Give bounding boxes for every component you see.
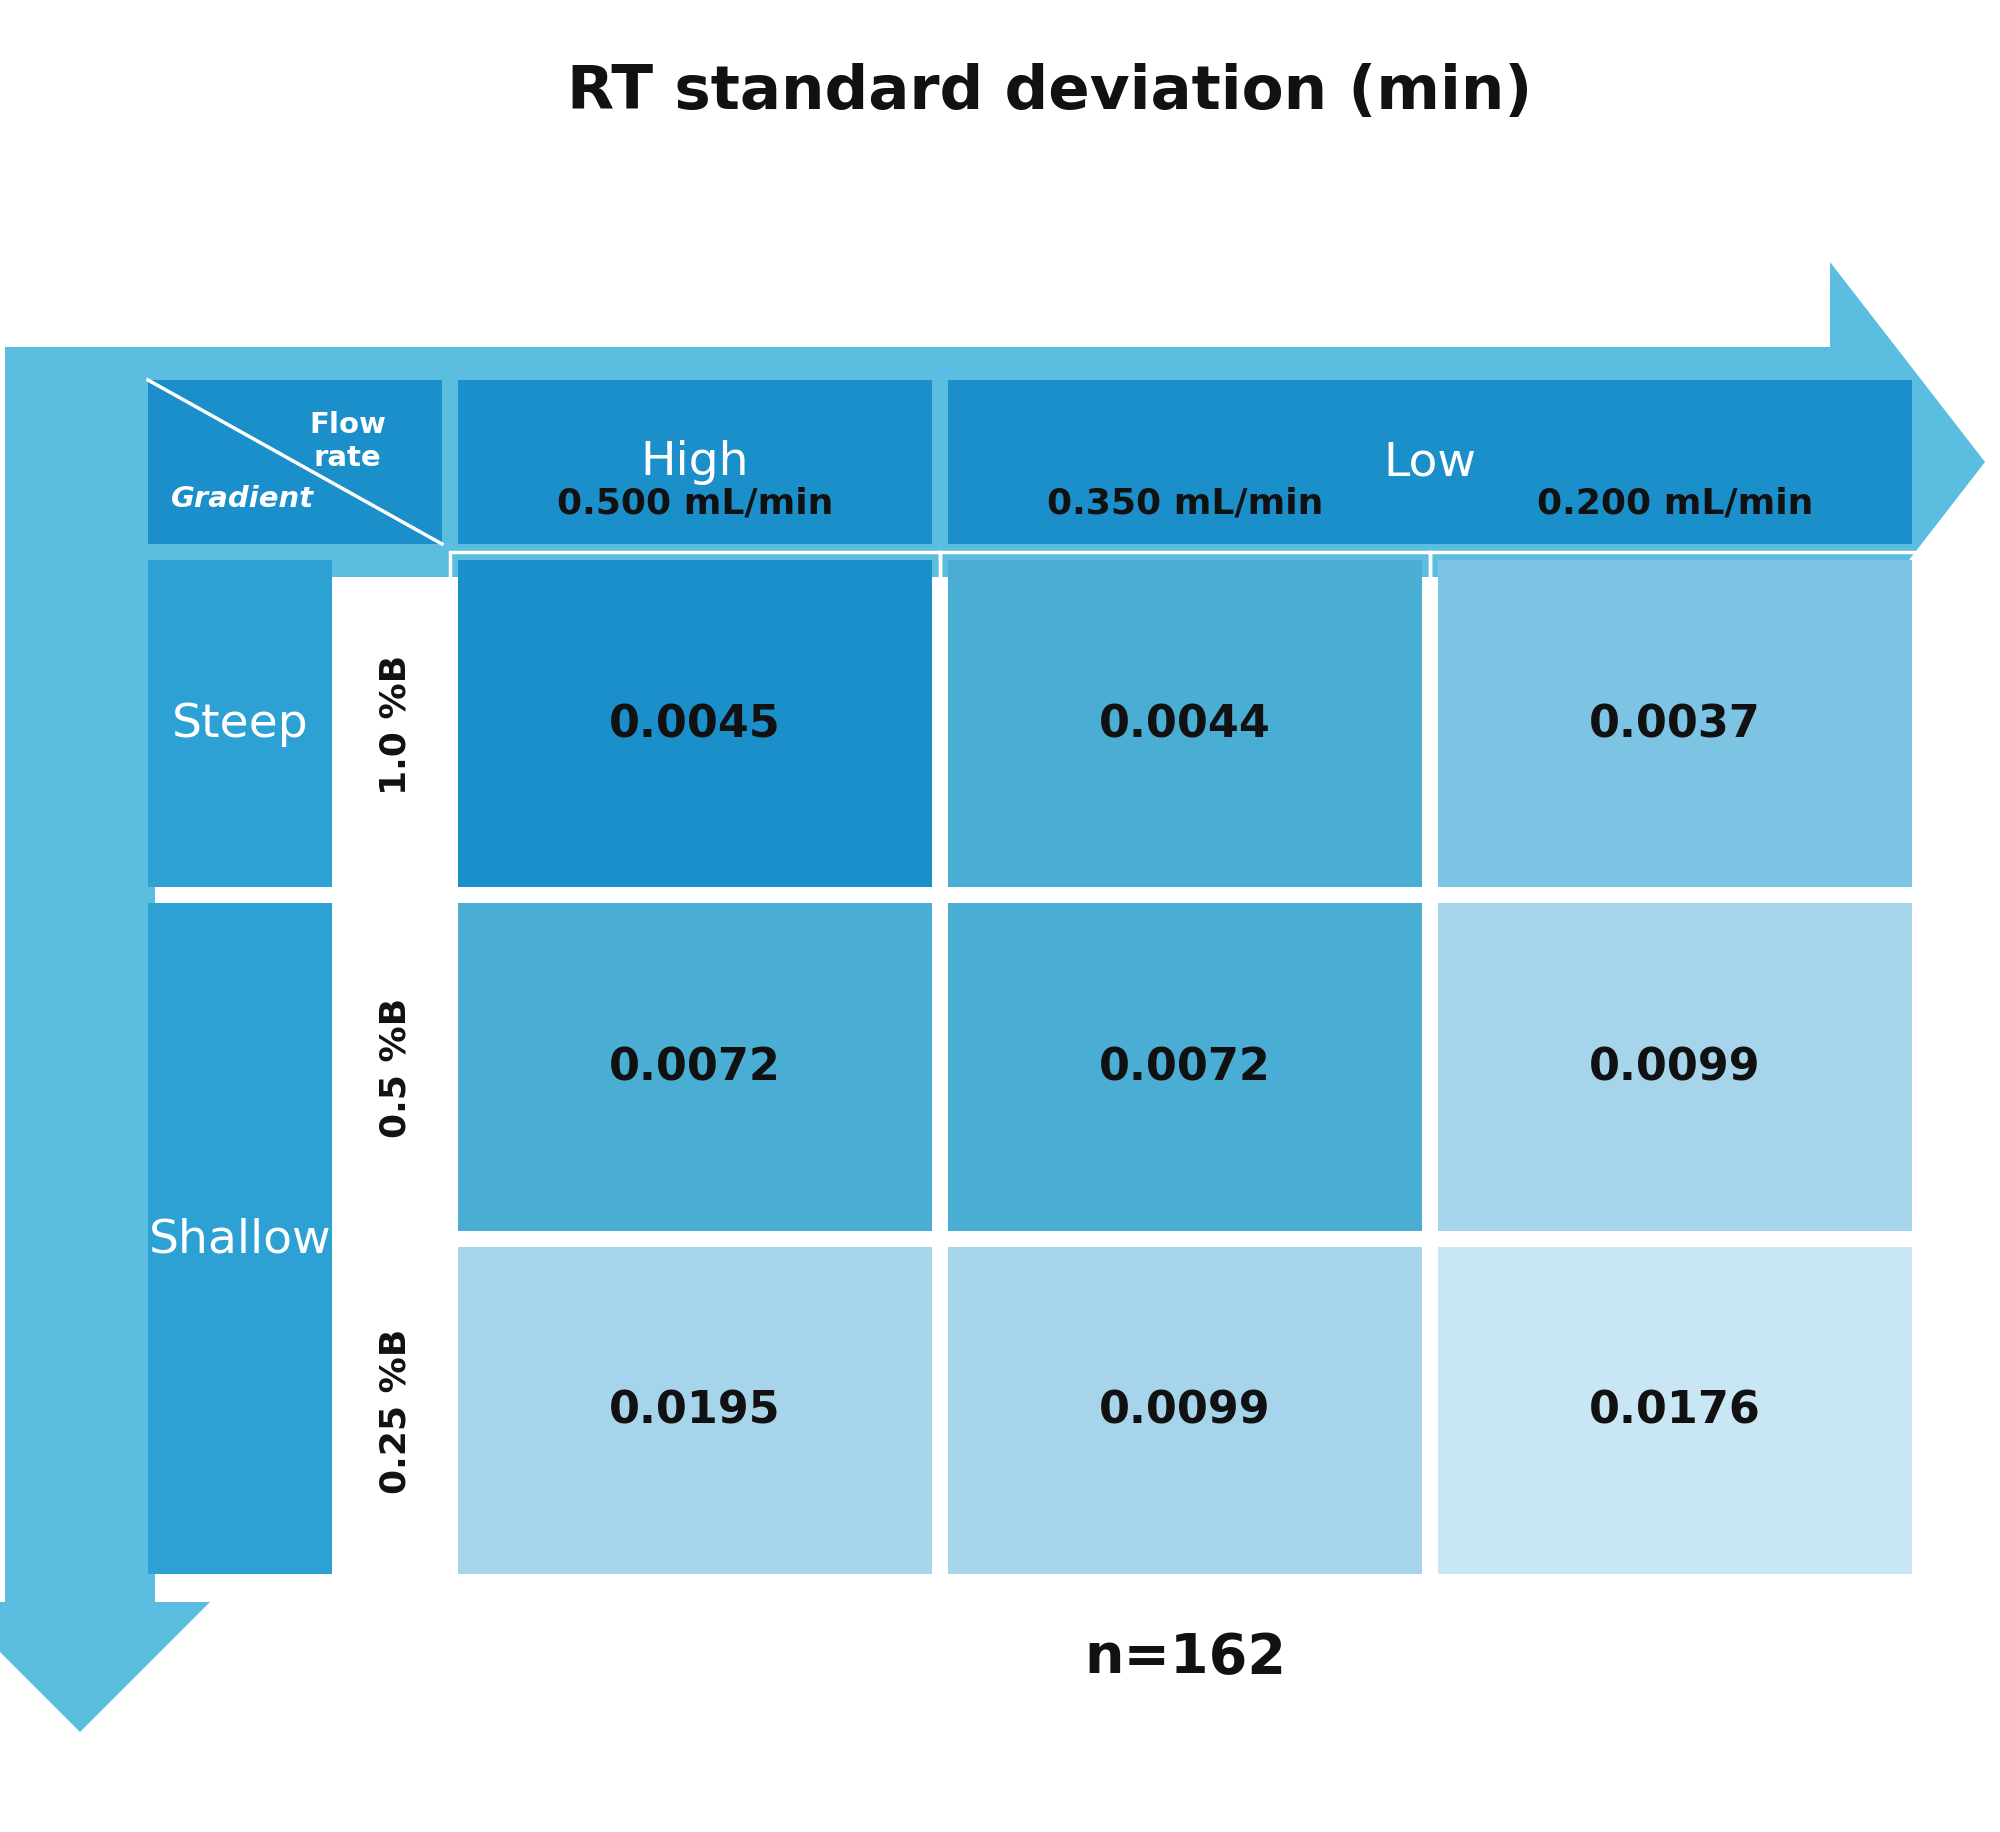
Text: 0.500 mL/min: 0.500 mL/min <box>556 487 834 520</box>
Text: 0.350 mL/min: 0.350 mL/min <box>1046 487 1324 520</box>
Bar <box>458 903 932 1231</box>
Text: Steep: Steep <box>172 702 308 747</box>
Bar <box>1438 1248 1912 1574</box>
Bar <box>148 903 332 1574</box>
Text: 0.0176: 0.0176 <box>1590 1389 1760 1433</box>
Bar <box>450 1238 940 1583</box>
Bar <box>450 896 940 1238</box>
Bar <box>1438 561 1912 889</box>
Text: 0.0099: 0.0099 <box>1100 1389 1270 1433</box>
Bar <box>948 903 1422 1231</box>
Text: n=162: n=162 <box>1084 1630 1286 1684</box>
Bar <box>1430 1238 1920 1583</box>
Text: RT standard deviation (min): RT standard deviation (min) <box>568 62 1532 123</box>
Text: Shallow: Shallow <box>148 1216 332 1262</box>
Bar <box>940 896 1430 1238</box>
Bar <box>1430 553 1920 896</box>
Text: 0.25 %B: 0.25 %B <box>378 1328 412 1493</box>
Text: 0.0072: 0.0072 <box>1100 1046 1270 1088</box>
Polygon shape <box>0 348 210 1731</box>
Bar <box>948 381 1912 544</box>
Text: 0.0037: 0.0037 <box>1590 703 1760 746</box>
Text: 0.0099: 0.0099 <box>1590 1046 1760 1088</box>
Text: 0.0044: 0.0044 <box>1100 703 1270 746</box>
Bar <box>458 381 932 544</box>
Text: Flow
rate: Flow rate <box>310 410 386 471</box>
Bar <box>458 1248 932 1574</box>
Bar <box>1438 903 1912 1231</box>
Text: 0.0072: 0.0072 <box>610 1046 780 1088</box>
Bar <box>450 553 940 896</box>
Text: 0.0045: 0.0045 <box>610 703 780 746</box>
Text: 0.200 mL/min: 0.200 mL/min <box>1536 487 1814 520</box>
Text: Gradient: Gradient <box>170 485 314 513</box>
Bar <box>1430 896 1920 1238</box>
Bar <box>940 1238 1430 1583</box>
Text: 1.0 %B: 1.0 %B <box>378 654 412 795</box>
Polygon shape <box>140 262 1986 663</box>
Bar <box>948 561 1422 889</box>
Text: High: High <box>640 440 750 485</box>
Bar <box>940 553 1430 896</box>
Text: 0.0195: 0.0195 <box>610 1389 780 1433</box>
Bar <box>948 1248 1422 1574</box>
Bar <box>458 561 932 889</box>
Bar <box>148 381 442 544</box>
Text: Low: Low <box>1384 440 1476 485</box>
Bar <box>148 561 332 889</box>
Text: 0.5 %B: 0.5 %B <box>378 997 412 1138</box>
